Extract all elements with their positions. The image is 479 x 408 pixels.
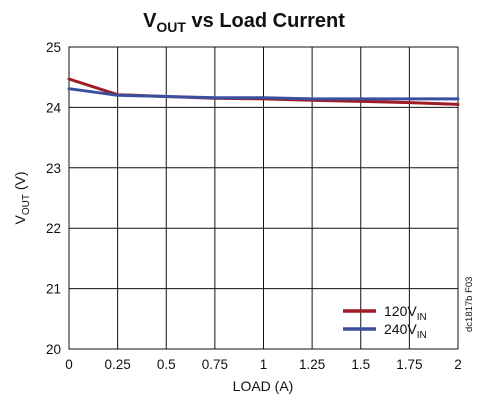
chart-title-main: V [143, 10, 157, 32]
x-tick-labels: 0 0.25 0.5 0.75 1 1.25 1.5 1.75 2 [65, 357, 462, 372]
y-tick-label: 25 [46, 40, 61, 55]
chart-title: VOUT vs Load Current [143, 10, 345, 35]
legend-label-240vin-sub: IN [417, 330, 427, 341]
y-axis-label: VOUT (V) [12, 171, 32, 224]
x-tick-label: 1 [260, 357, 268, 372]
y-tick-label: 21 [46, 282, 61, 297]
chart-title-rest: vs Load Current [186, 10, 345, 32]
legend-label-120vin-sub: IN [417, 312, 427, 323]
x-tick-label: 0.25 [104, 357, 130, 372]
y-tick-label: 24 [46, 100, 62, 115]
x-tick-label: 1.25 [299, 357, 325, 372]
x-tick-label: 0.75 [202, 357, 228, 372]
x-tick-label: 0.5 [157, 357, 176, 372]
legend-label-240vin-main: 240V [384, 321, 417, 337]
x-tick-label: 2 [454, 357, 462, 372]
chart-title-sub: OUT [156, 19, 186, 35]
x-axis-label: LOAD (A) [233, 378, 294, 394]
x-tick-label: 1.5 [351, 357, 370, 372]
x-tick-label: 0 [65, 357, 73, 372]
y-tick-label: 20 [46, 342, 61, 357]
figure-id: dc1817b F03 [464, 277, 475, 332]
y-axis-label-sub: OUT [21, 194, 32, 215]
y-tick-label: 23 [46, 161, 61, 176]
y-tick-labels: 20 21 22 23 24 25 [46, 40, 62, 357]
legend-label-120vin-main: 120V [384, 303, 417, 319]
y-axis-label-rest: (V) [12, 171, 28, 194]
y-tick-label: 22 [46, 221, 61, 236]
x-tick-label: 1.75 [396, 357, 422, 372]
